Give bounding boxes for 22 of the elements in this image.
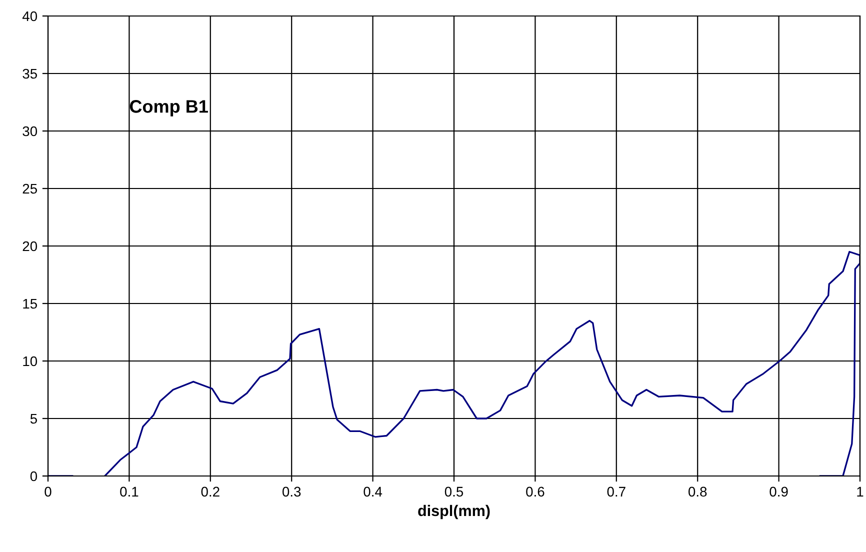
y-tick-label: 25 <box>22 184 38 194</box>
x-tick-label: 0.4 <box>364 486 382 497</box>
y-tick-label: 0 <box>30 471 38 482</box>
y-tick-label: 20 <box>22 241 38 252</box>
y-tick-label: 15 <box>23 298 38 309</box>
x-tick-label: 0.1 <box>120 486 138 497</box>
x-tick-label: 0.7 <box>607 486 626 497</box>
x-axis-title: displ(mm) <box>418 504 490 520</box>
x-tick-label: 0.6 <box>526 486 544 497</box>
y-tick-label: 30 <box>22 126 38 136</box>
y-tick-label: 40 <box>22 11 38 22</box>
y-tick-label: 35 <box>22 68 38 79</box>
x-tick-label: 0 <box>44 486 52 497</box>
x-tick-label: 0.9 <box>770 486 788 497</box>
x-tick-label: 1 <box>857 486 864 496</box>
x-tick-label: 0.5 <box>444 486 464 497</box>
x-tick-label: 0.3 <box>282 486 301 497</box>
annotation: Comp B1 <box>130 100 208 116</box>
y-tick-label: 10 <box>23 356 38 366</box>
y-tick-label: 5 <box>30 414 37 424</box>
x-tick-label: 0.8 <box>688 486 707 497</box>
x-tick-label: 0.2 <box>201 486 220 497</box>
